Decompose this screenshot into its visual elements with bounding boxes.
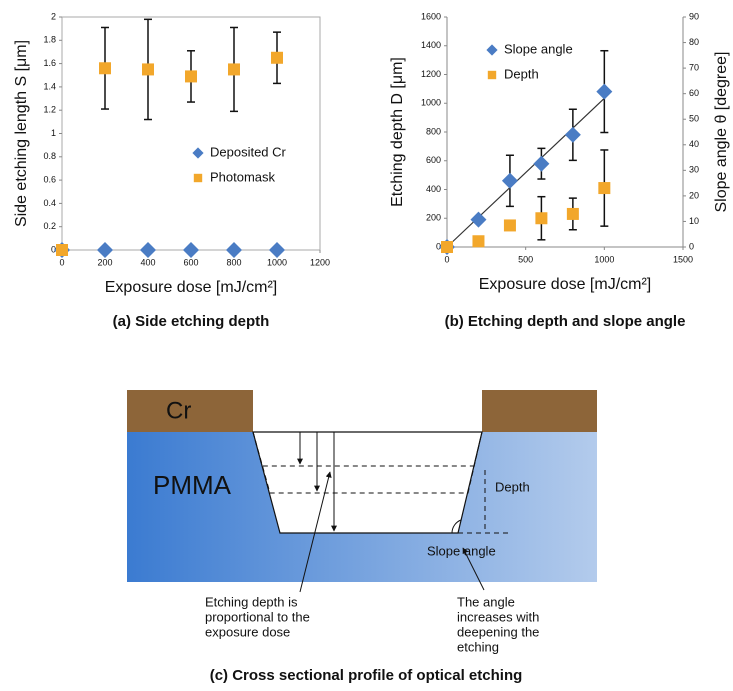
y-tick-label: 0 <box>436 241 441 251</box>
marker <box>503 219 516 232</box>
y2-tick-label: 40 <box>689 139 699 149</box>
caption: (b) Etching depth and slope angle <box>445 313 686 330</box>
y-axis-label: Side etching length S [μm] <box>13 40 30 227</box>
y-tick-label: 1600 <box>421 11 441 21</box>
marker <box>472 235 485 248</box>
cr-right <box>482 390 597 432</box>
pmma-label: PMMA <box>153 470 232 500</box>
y2-tick-label: 20 <box>689 190 699 200</box>
note-line: proportional to the <box>205 609 310 624</box>
x-tick-label: 1200 <box>310 257 330 267</box>
x-tick-label: 800 <box>226 257 241 267</box>
y-tick-label: 0.4 <box>43 198 56 208</box>
marker <box>501 172 518 189</box>
marker <box>271 51 283 64</box>
y2-tick-label: 30 <box>689 165 699 175</box>
note-line: exposure dose <box>205 624 290 639</box>
x-tick-label: 1500 <box>673 254 693 264</box>
note-line: etching <box>457 639 499 654</box>
y-tick-label: 1.8 <box>43 35 56 45</box>
y-tick-label: 1.4 <box>43 81 56 91</box>
etch-stages <box>252 431 512 534</box>
x-tick-label: 200 <box>97 257 112 267</box>
y2-tick-label: 50 <box>689 114 699 124</box>
y-tick-label: 400 <box>426 184 441 194</box>
note-line: increases with <box>457 609 539 624</box>
y-tick-label: 0.8 <box>43 151 56 161</box>
legend-marker <box>486 44 498 56</box>
y-tick-label: 1200 <box>421 69 441 79</box>
note-line: The angle <box>457 594 515 609</box>
marker <box>564 126 581 143</box>
y-tick-label: 600 <box>426 155 441 165</box>
x-axis-label: Exposure dose [mJ/cm²] <box>105 279 278 296</box>
marker <box>97 242 113 258</box>
depth-arrows <box>294 431 485 593</box>
caption: (c) Cross sectional profile of optical e… <box>210 667 523 684</box>
y2-tick-label: 80 <box>689 37 699 47</box>
y-tick-label: 1.6 <box>43 58 56 68</box>
y-axis-label: Etching depth D [μm] <box>389 57 406 207</box>
note-line: deepening the <box>457 624 539 639</box>
slope-angle-label: Slope angle <box>427 543 496 558</box>
cr-label: Cr <box>166 397 191 424</box>
y2-tick-label: 90 <box>689 11 699 21</box>
x-tick-label: 0 <box>59 257 64 267</box>
y-tick-label: 0.2 <box>43 221 56 231</box>
diagram: Cr PMMA Depth Slope angle Etching depth … <box>127 390 597 684</box>
marker <box>596 83 613 100</box>
legend-label: Slope angle <box>504 41 573 56</box>
marker <box>470 211 487 228</box>
y-tick-label: 1000 <box>421 98 441 108</box>
marker <box>228 63 240 76</box>
trench <box>252 431 483 534</box>
y2-axis-label: Slope angle θ [degree] <box>713 51 730 212</box>
x-tick-label: 600 <box>183 257 198 267</box>
marker <box>99 62 111 75</box>
x-axis-label: Exposure dose [mJ/cm²] <box>479 276 652 293</box>
legend-marker <box>193 173 203 183</box>
legend-marker <box>192 147 204 159</box>
marker <box>56 244 68 256</box>
y-tick-label: 0.6 <box>43 174 56 184</box>
y-tick-label: 800 <box>426 126 441 136</box>
y-tick-label: 2 <box>51 11 56 21</box>
y-tick-label: 200 <box>426 213 441 223</box>
x-tick-label: 500 <box>518 254 533 264</box>
marker <box>441 241 453 253</box>
y2-tick-label: 70 <box>689 62 699 72</box>
x-tick-label: 400 <box>140 257 155 267</box>
legend-label: Deposited Cr <box>210 144 287 159</box>
y2-tick-label: 0 <box>689 241 694 251</box>
y2-tick-label: 10 <box>689 216 699 226</box>
legend-marker <box>487 70 497 80</box>
y-tick-label: 1400 <box>421 40 441 50</box>
caption: (a) Side etching depth <box>113 313 270 330</box>
cr-left <box>127 390 253 432</box>
x-tick-label: 1000 <box>267 257 287 267</box>
legend-label: Photomask <box>210 169 276 184</box>
trend-line <box>446 97 605 248</box>
marker <box>566 207 579 220</box>
marker <box>185 70 197 83</box>
depth-label: Depth <box>495 479 530 494</box>
marker <box>226 242 242 258</box>
marker <box>533 155 550 172</box>
note-line: Etching depth is <box>205 594 298 609</box>
marker <box>535 212 548 225</box>
x-tick-label: 0 <box>444 254 449 264</box>
marker <box>269 242 285 258</box>
marker <box>140 242 156 258</box>
legend-label: Depth <box>504 66 539 81</box>
marker <box>598 182 611 195</box>
x-tick-label: 1000 <box>594 254 614 264</box>
y2-tick-label: 60 <box>689 88 699 98</box>
y-tick-label: 1.2 <box>43 105 56 115</box>
y-tick-label: 0 <box>51 244 56 254</box>
marker <box>142 63 154 76</box>
marker <box>183 242 199 258</box>
y-tick-label: 1 <box>51 128 56 138</box>
